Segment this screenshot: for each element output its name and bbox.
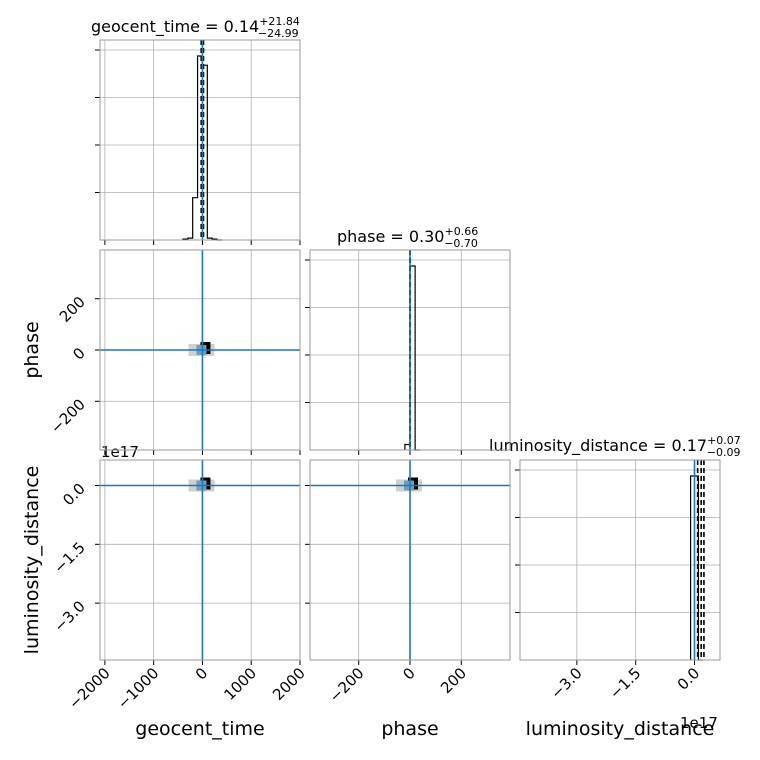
panel-frame-geocent_time [99,39,301,241]
tick-label-x-phase: −200 [326,664,368,706]
tick-label-y-luminosity_distance: 0.0 [59,480,89,510]
panel-frame-luminosity_distance [519,459,721,661]
tick-label-y-phase: 200 [56,293,89,326]
tick-label-x-phase: 0 [399,664,418,683]
tick-label-x-geocent_time: 2000 [269,664,309,704]
xlabel-luminosity-distance: luminosity_distance [526,718,715,740]
ylabel-phase: phase [21,321,43,378]
ylabel-luminosity-distance: luminosity_distance [21,466,43,655]
panel-frame-phase-luminosity_distance [309,459,511,661]
panel-frame-geocent_time-phase [99,249,301,451]
tick-label-x-geocent_time: 0 [192,664,211,683]
offset-text-bottom: 1e17 [680,714,718,732]
tick-label-x-geocent_time: 1000 [220,664,260,704]
tick-label-y-phase: 0 [69,344,88,363]
tick-label-y-phase: −200 [47,395,89,437]
tick-label-x-geocent_time: −1000 [114,664,163,713]
title-geocent-time: geocent_time = 0.14+21.84 −24.99 [91,15,300,40]
histogram-phase [404,265,421,451]
offset-text-left: 1e17 [101,443,139,461]
tick-label-x-luminosity_distance: −1.5 [606,664,644,702]
tick-label-x-geocent_time: −2000 [65,664,114,713]
tick-label-y-luminosity_distance: −1.5 [50,538,88,576]
tick-label-x-phase: 200 [437,664,470,697]
tick-label-y-luminosity_distance: −3.0 [50,597,88,635]
tick-label-x-luminosity_distance: −3.0 [547,664,585,702]
tick-label-x-luminosity_distance: 0.0 [674,664,704,694]
xlabel-geocent-time: geocent_time [135,718,264,740]
title-phase: phase = 0.30+0.66 −0.70 [337,225,478,250]
panel-frame-geocent_time-luminosity_distance [99,459,301,661]
panel-frame-phase [309,249,511,451]
title-luminosity-distance: luminosity_distance = 0.17+0.07 −0.09 [489,434,741,459]
xlabel-phase: phase [381,718,438,740]
